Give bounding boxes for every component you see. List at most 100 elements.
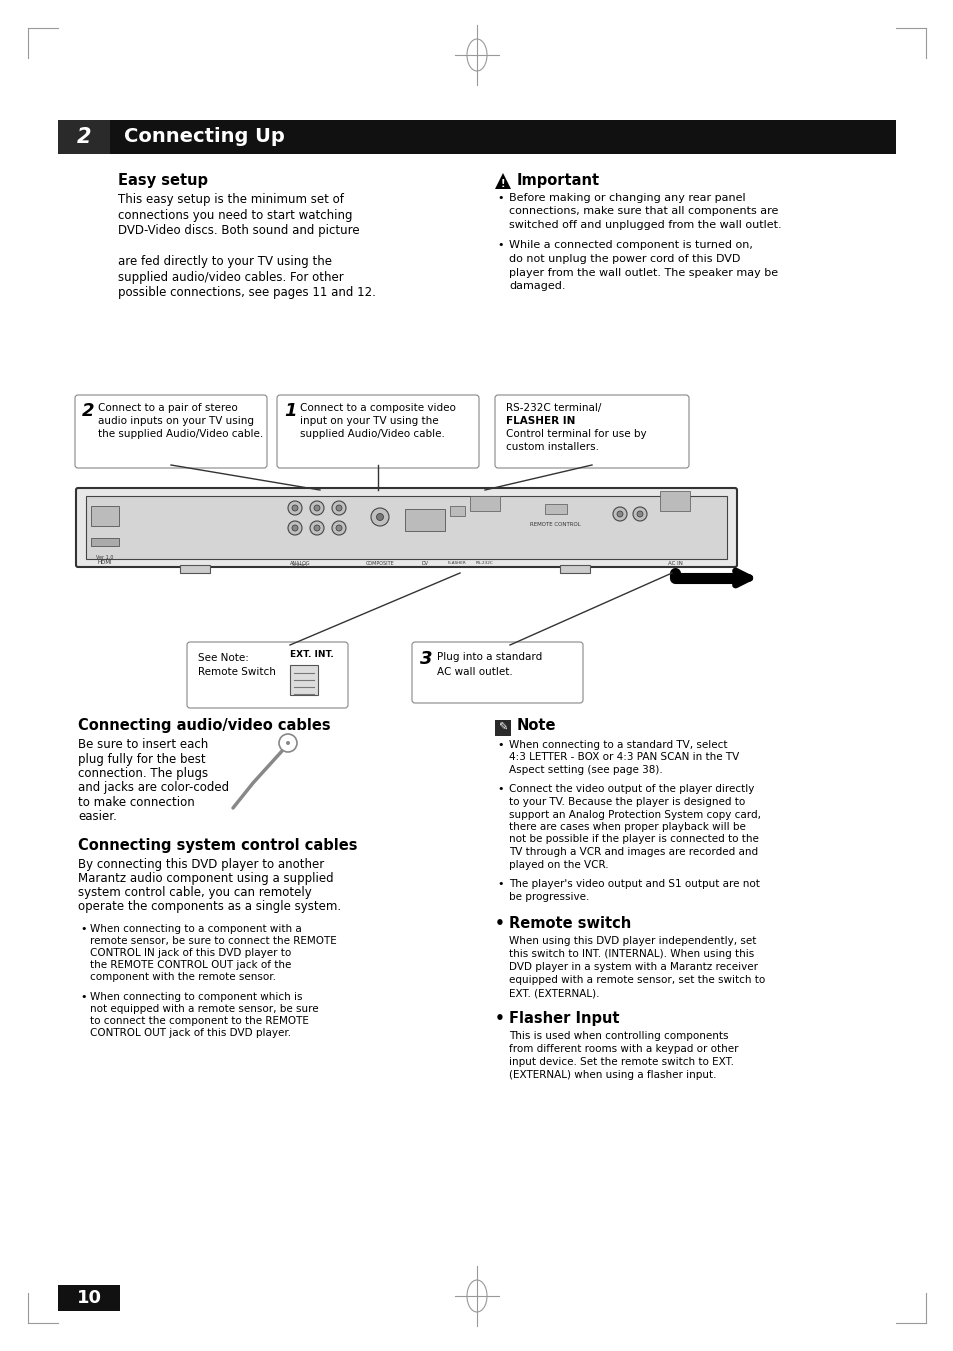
Text: 2: 2 <box>82 403 94 420</box>
Text: system control cable, you can remotely: system control cable, you can remotely <box>78 886 312 898</box>
Text: This easy setup is the minimum set of: This easy setup is the minimum set of <box>118 193 343 205</box>
Bar <box>405 509 444 531</box>
Text: When connecting to a standard TV, select: When connecting to a standard TV, select <box>509 740 727 750</box>
Text: AC wall outlet.: AC wall outlet. <box>436 667 512 677</box>
Circle shape <box>310 501 324 515</box>
Circle shape <box>314 526 319 531</box>
Text: easier.: easier. <box>78 811 117 824</box>
Text: supplied audio/video cables. For other: supplied audio/video cables. For other <box>118 270 343 284</box>
Bar <box>86 496 726 559</box>
Text: do not unplug the power cord of this DVD: do not unplug the power cord of this DVD <box>509 254 740 263</box>
Text: are fed directly to your TV using the: are fed directly to your TV using the <box>118 255 332 267</box>
Text: CONTROL IN jack of this DVD player to: CONTROL IN jack of this DVD player to <box>90 948 291 958</box>
Text: (EXTERNAL) when using a flasher input.: (EXTERNAL) when using a flasher input. <box>509 1070 716 1079</box>
Text: AC IN: AC IN <box>667 561 681 566</box>
Text: to connect the component to the REMOTE: to connect the component to the REMOTE <box>90 1016 309 1025</box>
Text: RS-232C terminal/: RS-232C terminal/ <box>505 403 600 413</box>
Text: Connecting Up: Connecting Up <box>124 127 284 146</box>
Text: support an Analog Protection System copy card,: support an Analog Protection System copy… <box>509 809 760 820</box>
Text: Connect to a pair of stereo: Connect to a pair of stereo <box>98 403 237 413</box>
Text: operate the components as a single system.: operate the components as a single syste… <box>78 900 341 913</box>
Circle shape <box>310 521 324 535</box>
Text: FLASHER IN: FLASHER IN <box>505 416 575 426</box>
Circle shape <box>335 505 341 511</box>
Text: switched off and unplugged from the wall outlet.: switched off and unplugged from the wall… <box>509 220 781 230</box>
Text: EXT. INT.: EXT. INT. <box>290 650 334 659</box>
Text: ✎: ✎ <box>497 723 507 734</box>
Circle shape <box>314 505 319 511</box>
Text: When connecting to component which is: When connecting to component which is <box>90 992 302 1002</box>
Text: When using this DVD player independently, set: When using this DVD player independently… <box>509 936 756 946</box>
FancyBboxPatch shape <box>75 394 267 467</box>
Text: remote sensor, be sure to connect the REMOTE: remote sensor, be sure to connect the RE… <box>90 936 336 946</box>
Text: DVD-Video discs. Both sound and picture: DVD-Video discs. Both sound and picture <box>118 224 359 236</box>
Text: there are cases when proper playback will be: there are cases when proper playback wil… <box>509 821 745 832</box>
Text: be progressive.: be progressive. <box>509 892 589 901</box>
Text: Aspect setting (see page 38).: Aspect setting (see page 38). <box>509 765 662 775</box>
Text: 2: 2 <box>76 127 91 147</box>
Text: •: • <box>495 1011 504 1025</box>
Text: •: • <box>80 924 87 934</box>
Text: plug fully for the best: plug fully for the best <box>78 753 206 766</box>
Text: 4:3 LETTER - BOX or 4:3 PAN SCAN in the TV: 4:3 LETTER - BOX or 4:3 PAN SCAN in the … <box>509 753 739 762</box>
Text: the REMOTE CONTROL OUT jack of the: the REMOTE CONTROL OUT jack of the <box>90 961 291 970</box>
Text: REMOTE CONTROL: REMOTE CONTROL <box>529 521 579 527</box>
FancyBboxPatch shape <box>412 642 582 703</box>
Polygon shape <box>495 173 511 189</box>
Text: •: • <box>497 193 503 203</box>
Text: CONTROL OUT jack of this DVD player.: CONTROL OUT jack of this DVD player. <box>90 1028 291 1038</box>
Circle shape <box>332 521 346 535</box>
Circle shape <box>376 513 383 520</box>
Text: not be possible if the player is connected to the: not be possible if the player is connect… <box>509 835 758 844</box>
Text: the supplied Audio/Video cable.: the supplied Audio/Video cable. <box>98 430 263 439</box>
Text: •: • <box>497 880 503 889</box>
Circle shape <box>292 526 297 531</box>
Text: Connect to a composite video: Connect to a composite video <box>299 403 456 413</box>
Circle shape <box>332 501 346 515</box>
Text: supplied Audio/Video cable.: supplied Audio/Video cable. <box>299 430 444 439</box>
Circle shape <box>335 526 341 531</box>
Text: damaged.: damaged. <box>509 281 565 290</box>
Text: COMPOSITE: COMPOSITE <box>365 561 394 566</box>
Text: Important: Important <box>517 173 599 188</box>
Text: Before making or changing any rear panel: Before making or changing any rear panel <box>509 193 745 203</box>
Text: •: • <box>497 240 503 250</box>
Text: Connect the video output of the player directly: Connect the video output of the player d… <box>509 785 754 794</box>
Text: Flasher Input: Flasher Input <box>509 1011 618 1025</box>
Text: ANALOG: ANALOG <box>290 561 310 566</box>
Text: equipped with a remote sensor, set the switch to: equipped with a remote sensor, set the s… <box>509 975 764 985</box>
Text: Remote Switch: Remote Switch <box>198 667 275 677</box>
Bar <box>470 496 499 511</box>
Circle shape <box>617 511 622 517</box>
Bar <box>559 565 589 573</box>
Circle shape <box>637 511 642 517</box>
Bar <box>91 538 119 546</box>
Text: Plug into a standard: Plug into a standard <box>436 653 541 662</box>
Bar <box>450 507 464 516</box>
Text: RS-232C: RS-232C <box>476 561 494 565</box>
Text: Control terminal for use by: Control terminal for use by <box>505 430 646 439</box>
Text: See Note:: See Note: <box>198 653 249 663</box>
Circle shape <box>633 507 646 521</box>
Text: Remote switch: Remote switch <box>509 916 631 931</box>
Text: 1: 1 <box>284 403 296 420</box>
Text: possible connections, see pages 11 and 12.: possible connections, see pages 11 and 1… <box>118 286 375 299</box>
Bar <box>495 720 511 736</box>
Text: player from the wall outlet. The speaker may be: player from the wall outlet. The speaker… <box>509 267 778 277</box>
Text: •: • <box>495 916 504 931</box>
Text: FLASHER: FLASHER <box>447 561 466 565</box>
Bar <box>659 490 689 511</box>
Text: EXT. (EXTERNAL).: EXT. (EXTERNAL). <box>509 988 598 998</box>
Text: DVD player in a system with a Marantz receiver: DVD player in a system with a Marantz re… <box>509 962 758 971</box>
Circle shape <box>288 501 302 515</box>
Circle shape <box>371 508 389 526</box>
Text: 10: 10 <box>76 1289 101 1306</box>
Text: to make connection: to make connection <box>78 796 194 809</box>
Text: input device. Set the remote switch to EXT.: input device. Set the remote switch to E… <box>509 1056 733 1067</box>
Text: The player's video output and S1 output are not: The player's video output and S1 output … <box>509 880 760 889</box>
Text: and jacks are color-coded: and jacks are color-coded <box>78 781 229 794</box>
Text: HDMI: HDMI <box>97 561 112 565</box>
Text: Marantz audio component using a supplied: Marantz audio component using a supplied <box>78 871 334 885</box>
Text: TV through a VCR and images are recorded and: TV through a VCR and images are recorded… <box>509 847 758 857</box>
FancyBboxPatch shape <box>76 488 737 567</box>
